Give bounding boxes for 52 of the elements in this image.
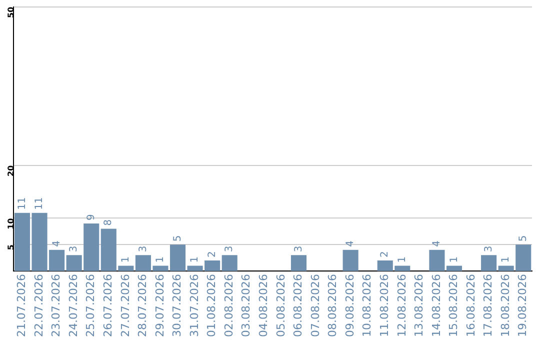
x-tick-label: 05.08.2026	[274, 274, 288, 338]
x-tick-label: 16.08.2026	[464, 274, 478, 338]
data-label: 1	[448, 256, 460, 263]
x-tick-label: 27.07.2026	[118, 274, 132, 338]
data-label: 8	[103, 219, 114, 226]
data-label: 9	[86, 214, 97, 220]
x-tick-label: 31.07.2026	[188, 274, 201, 338]
x-tick-label: 29.07.2026	[153, 274, 166, 338]
x-tick-label: 17.08.2026	[482, 274, 495, 338]
x-tick-label: 09.08.2026	[343, 274, 356, 338]
x-tick-label: 15.08.2026	[447, 274, 460, 338]
x-tick-label: 11.08.2026	[378, 274, 391, 338]
x-tick-label: 03.08.2026	[240, 274, 253, 338]
x-tick-label: 04.08.2026	[257, 274, 270, 338]
x-tick-label: 06.08.2026	[292, 274, 305, 338]
x-tick-label: 12.08.2026	[395, 274, 408, 338]
data-label: 11	[34, 197, 46, 210]
x-tick-label: 24.07.2026	[66, 274, 80, 338]
x-tick-label: 08.08.2026	[326, 274, 340, 338]
data-label: 5	[172, 235, 184, 242]
data-label: 1	[155, 256, 166, 263]
data-label: 1	[396, 256, 408, 263]
data-label: 1	[500, 256, 512, 263]
data-label: 11	[16, 197, 28, 210]
x-tick-label: 13.08.2026	[412, 274, 426, 338]
x-tick-label: 14.08.2026	[430, 274, 443, 338]
x-tick-label: 26.07.2026	[102, 274, 114, 338]
x-tick-label: 02.08.2026	[222, 274, 236, 338]
data-label: 2	[206, 251, 218, 258]
data-label: 3	[224, 246, 236, 252]
x-tick-label: 30.07.2026	[170, 274, 184, 338]
data-label: 2	[380, 251, 391, 258]
data-label: 4	[345, 240, 356, 247]
data-label: 4	[51, 240, 62, 247]
x-tick-label: 23.07.2026	[50, 274, 63, 338]
data-label: 3	[68, 246, 80, 252]
x-tick-label: 19.08.2026	[516, 274, 530, 338]
x-tick-label: 22.07.2026	[32, 274, 46, 338]
data-label: 3	[293, 246, 304, 252]
data-label: 1	[190, 256, 201, 263]
data-label: 3	[138, 246, 149, 252]
x-tick-label: 28.07.2026	[136, 274, 150, 338]
x-tick-label: 18.08.2026	[498, 274, 512, 338]
x-tick-label: 25.07.2026	[84, 274, 98, 338]
x-tick-label: 07.08.2026	[308, 274, 322, 338]
x-tick-label: 01.08.2026	[205, 274, 218, 338]
data-label: 5	[518, 235, 529, 242]
data-label: 3	[483, 246, 494, 252]
data-label: 1	[120, 256, 132, 263]
x-tick-label: 21.07.2026	[15, 274, 28, 338]
data-label: 4	[432, 240, 443, 247]
x-tick-label: 10.08.2026	[360, 274, 374, 338]
